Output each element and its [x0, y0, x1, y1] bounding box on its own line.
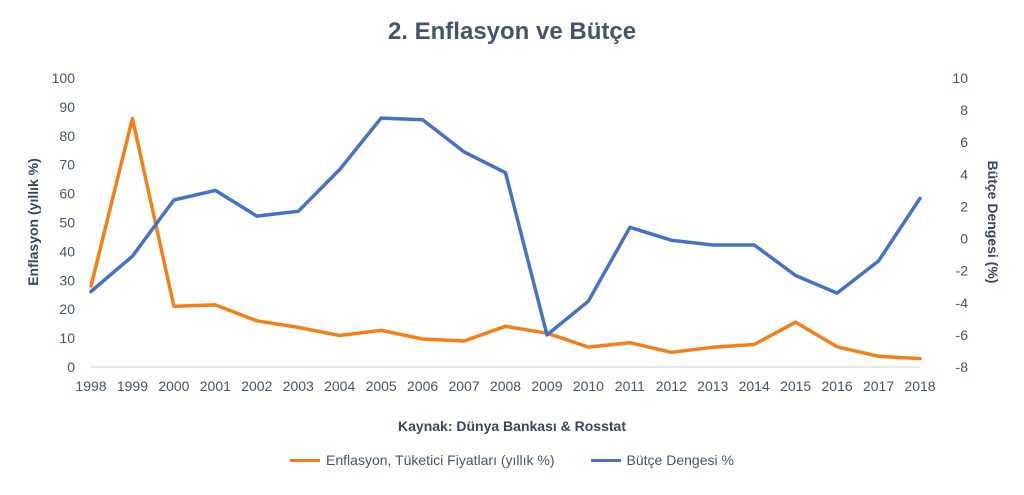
left-axis-ticks: 0 10 20 30 40 50 60 70 80 90 100 [52, 70, 76, 375]
x-tick-label: 2017 [863, 378, 894, 394]
right-axis-ticks: -8 -6 -4 -2 0 2 4 6 8 10 [952, 70, 968, 375]
left-tick-label: 20 [59, 301, 75, 317]
x-tick-label: 2004 [324, 378, 355, 394]
x-tick-label: 2009 [531, 378, 562, 394]
x-tick-label: 2016 [822, 378, 853, 394]
x-tick-label: 2015 [780, 378, 811, 394]
series-line-inflation [89, 116, 922, 361]
x-tick-label: 2012 [656, 378, 687, 394]
legend-swatch-inflation [290, 458, 321, 462]
legend-label-budget: Bütçe Dengesi % [626, 452, 734, 468]
left-tick-label: 90 [59, 99, 75, 115]
x-tick-label: 2013 [697, 378, 728, 394]
x-tick-label: 2010 [573, 378, 604, 394]
legend-swatch-budget [590, 458, 621, 462]
right-tick-label: 6 [960, 134, 968, 150]
right-tick-label: -4 [956, 295, 969, 311]
left-tick-label: 10 [59, 330, 75, 346]
x-tick-label: 2011 [615, 378, 645, 394]
left-tick-label: 0 [67, 359, 75, 375]
x-tick-label: 2014 [739, 378, 770, 394]
series-layer [89, 116, 922, 361]
right-tick-label: 4 [960, 166, 968, 182]
left-tick-label: 60 [59, 186, 75, 202]
right-tick-label: -6 [956, 327, 969, 343]
legend-label-inflation: Enflasyon, Tüketici Fiyatları (yıllık %) [326, 452, 555, 468]
left-tick-label: 70 [59, 157, 75, 173]
legend-item-inflation: Enflasyon, Tüketici Fiyatları (yıllık %) [290, 452, 555, 468]
x-tick-label: 2001 [200, 378, 231, 394]
right-tick-label: 0 [960, 231, 968, 247]
x-tick-label: 2000 [158, 378, 189, 394]
right-axis-label: Bütçe Dengesi (%) [985, 161, 1001, 284]
x-tick-label: 2005 [366, 378, 397, 394]
chart-title: 2. Enflasyon ve Bütçe [387, 18, 637, 45]
x-tick-label: 1999 [117, 378, 148, 394]
x-tick-label: 2003 [283, 378, 314, 394]
left-tick-label: 50 [59, 215, 75, 231]
right-tick-label: 8 [960, 102, 968, 118]
x-tick-label: 2002 [241, 378, 272, 394]
legend-item-budget: Bütçe Dengesi % [590, 452, 734, 468]
series-line-budget [89, 116, 922, 337]
right-tick-label: 2 [960, 198, 968, 214]
x-axis-ticks: 1998 1999 2000 2001 2002 2003 2004 2005 2006 2007… [75, 378, 935, 394]
x-tick-label: 1998 [75, 378, 106, 394]
right-tick-label: -8 [956, 359, 969, 375]
left-axis-label: Enflasyon (yıllık %) [25, 158, 41, 286]
right-tick-label: 10 [952, 70, 968, 86]
x-tick-label: 2007 [448, 378, 479, 394]
left-tick-label: 100 [52, 70, 76, 86]
x-tick-label: 2008 [490, 378, 521, 394]
x-tick-label: 2006 [407, 378, 438, 394]
source-note: Kaynak: Dünya Bankası & Rosstat [398, 418, 626, 434]
left-tick-label: 80 [59, 128, 75, 144]
left-tick-label: 30 [59, 272, 75, 288]
right-tick-label: -2 [956, 263, 969, 279]
left-tick-label: 40 [59, 243, 75, 259]
legend: Enflasyon, Tüketici Fiyatları (yıllık %)… [0, 452, 1024, 468]
x-tick-label: 2018 [904, 378, 935, 394]
